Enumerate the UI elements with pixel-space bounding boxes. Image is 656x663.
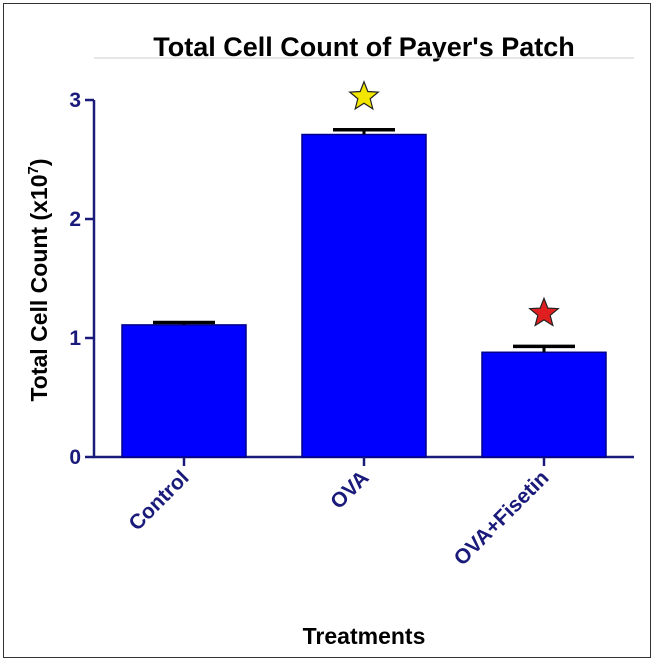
y-axis-title-exponent: 7	[25, 166, 42, 174]
plot-area: 0 1 2 3 Control OVA OVA+Fisetin	[69, 80, 634, 570]
y-axis-title-close: )	[26, 158, 52, 166]
y-tick-label-3: 3	[69, 89, 81, 112]
bar-ova-fisetin	[481, 351, 607, 458]
bar-control	[121, 324, 247, 458]
x-axis-title: Treatments	[303, 623, 426, 649]
y-axis-title-text: Total Cell Count (x10	[26, 174, 52, 401]
red-star-icon	[528, 296, 560, 327]
x-tick-label-2: OVA+Fisetin	[450, 466, 554, 570]
y-axis-title: Total Cell Count (x107)	[25, 158, 52, 401]
y-tick-label-0: 0	[69, 446, 81, 469]
bar-ova	[301, 133, 427, 458]
chart-title: Total Cell Count of Payer's Patch	[153, 32, 575, 62]
x-tick-label-0: Control	[124, 466, 193, 535]
yellow-star-icon	[348, 80, 380, 111]
y-tick-label-1: 1	[69, 327, 81, 350]
y-tick-label-2: 2	[69, 208, 81, 231]
x-tick-label-1: OVA	[326, 466, 373, 513]
